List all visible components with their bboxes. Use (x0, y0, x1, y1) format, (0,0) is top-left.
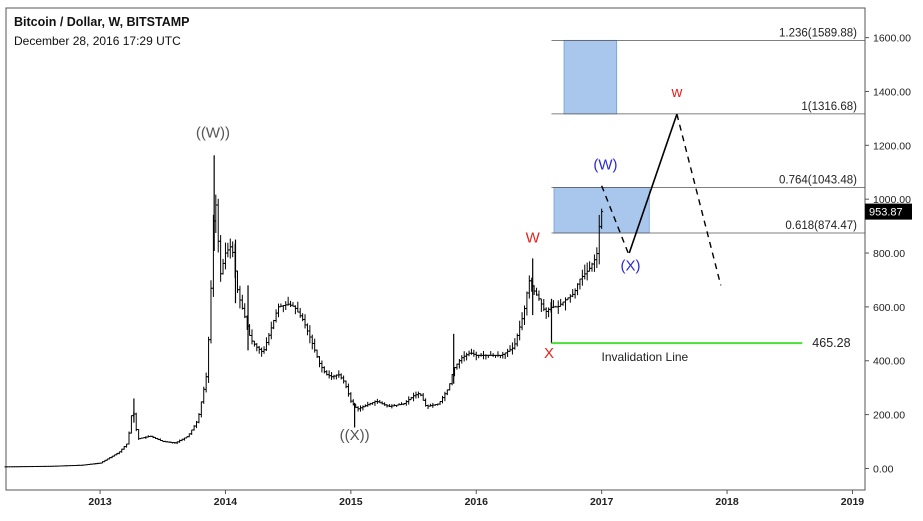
price-tick-label: 800.00 (873, 248, 905, 260)
price-tick-label: 1200.00 (873, 140, 911, 152)
price-tick-label: 400.00 (873, 356, 905, 368)
price-axis: 0.00200.00400.00600.00800.001000.001200.… (865, 33, 912, 476)
plot-area-frame (6, 8, 865, 490)
price-tick-label: 200.00 (873, 410, 905, 422)
wave-label: (X) (620, 258, 640, 275)
invalidation-value: 465.28 (812, 336, 850, 350)
fib-level-label: 1.236(1589.88) (779, 27, 857, 39)
time-tick-label: 2018 (715, 496, 739, 508)
time-tick-label: 2019 (841, 496, 865, 508)
wave-label: X (544, 345, 554, 362)
time-axis: 2013 2014 2015 2016 2017 2018 2019 (88, 490, 864, 508)
wave-label: w (670, 84, 682, 101)
time-tick-label: 2016 (465, 496, 489, 508)
price-tick-label: 600.00 (873, 302, 905, 314)
time-tick-label: 2014 (214, 496, 238, 508)
price-tick-label: 0.00 (873, 463, 894, 475)
price-tick-label: 1600.00 (873, 33, 911, 45)
current-price-label: 953.87 (869, 207, 903, 219)
time-tick-label: 2015 (339, 496, 363, 508)
fib-level-label: 0.618(874.47) (785, 220, 857, 232)
wave-label: (W) (593, 157, 617, 174)
target-zone (564, 40, 617, 114)
wave-label: ((X)) (340, 427, 370, 444)
fib-level-label: 0.764(1043.48) (779, 174, 857, 186)
wave-label: W (526, 229, 541, 246)
time-tick-label: 2013 (88, 496, 112, 508)
fib-level-label: 1(1316.68) (801, 101, 857, 113)
price-tick-label: 1400.00 (873, 86, 911, 98)
invalidation-text: Invalidation Line (601, 350, 688, 364)
chart-date: December 28, 2016 17:29 UTC (14, 34, 181, 48)
time-tick-label: 2017 (590, 496, 614, 508)
wave-label: ((W)) (196, 124, 230, 141)
chart-title: Bitcoin / Dollar, W, BITSTAMP (14, 15, 189, 29)
